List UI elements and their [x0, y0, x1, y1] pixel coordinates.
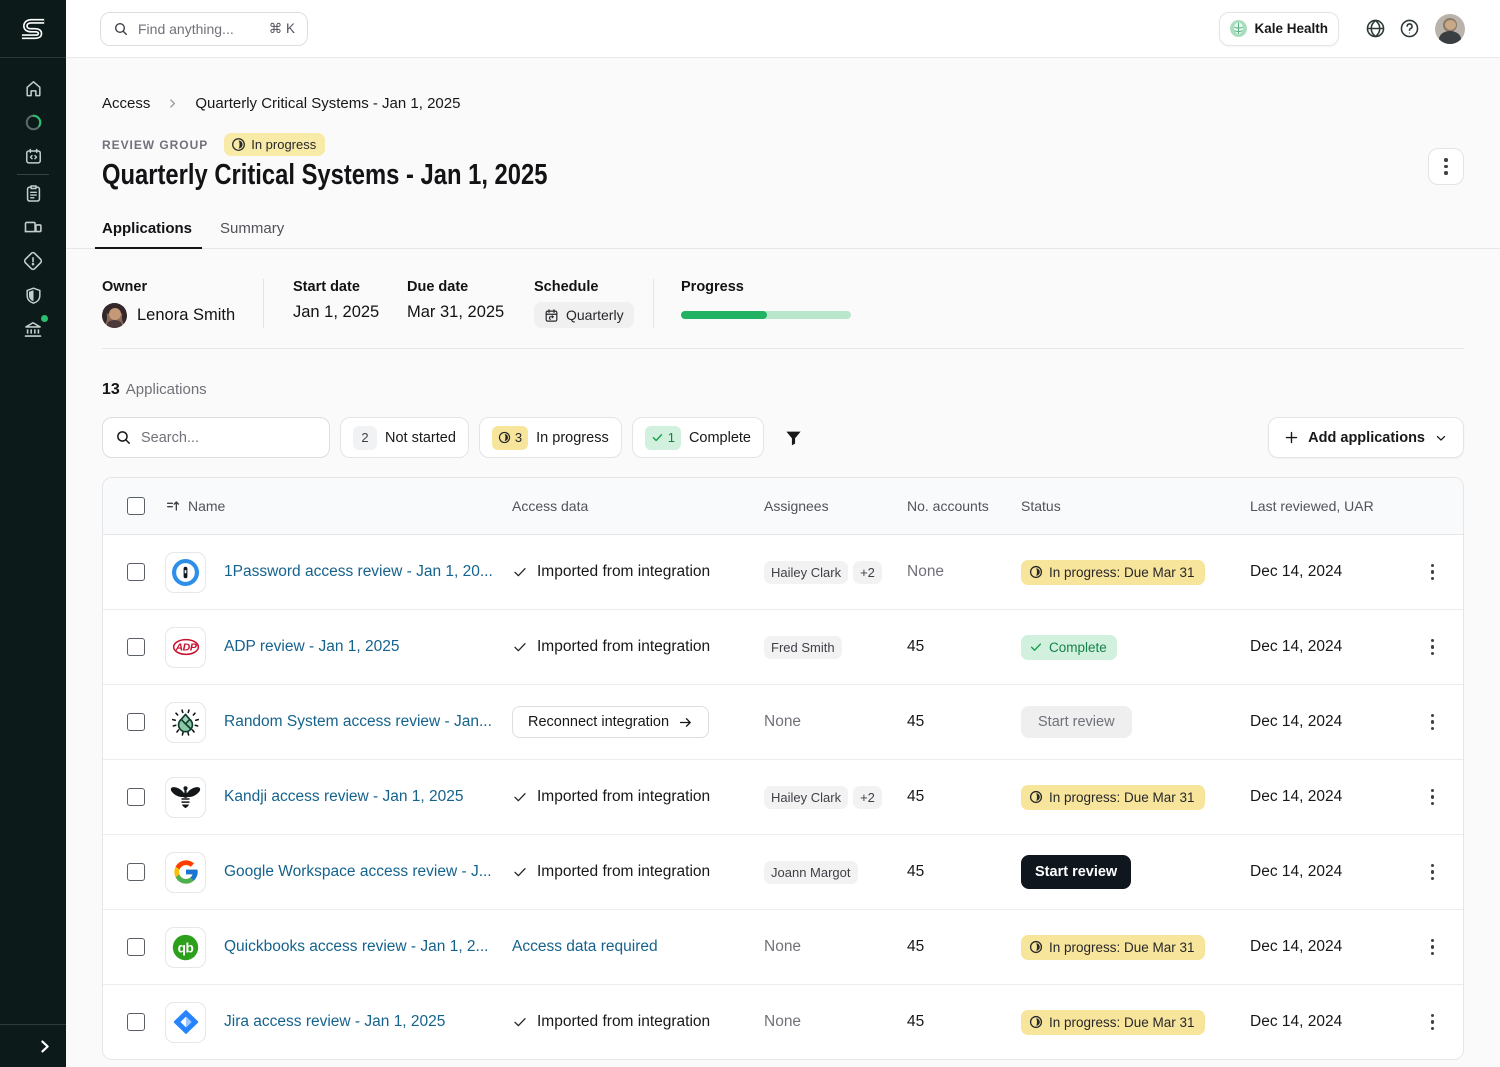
svg-text:qb: qb: [178, 940, 194, 955]
svg-text:ADP: ADP: [174, 642, 197, 654]
